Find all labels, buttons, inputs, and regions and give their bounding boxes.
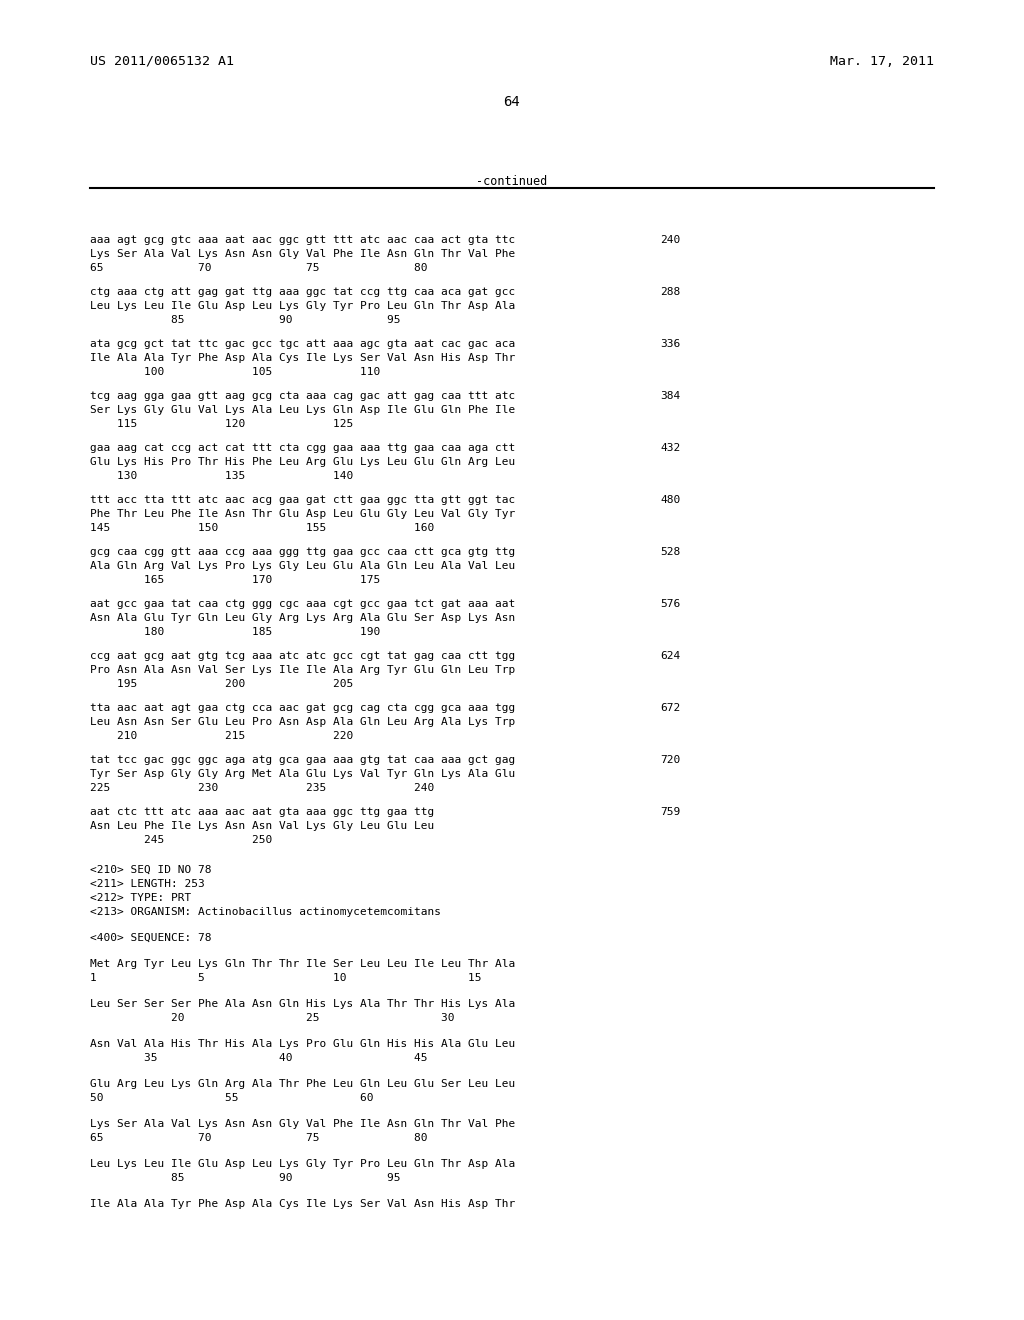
Text: Leu Lys Leu Ile Glu Asp Leu Lys Gly Tyr Pro Leu Gln Thr Asp Ala: Leu Lys Leu Ile Glu Asp Leu Lys Gly Tyr … <box>90 1159 515 1170</box>
Text: Met Arg Tyr Leu Lys Gln Thr Thr Ile Ser Leu Leu Ile Leu Thr Ala: Met Arg Tyr Leu Lys Gln Thr Thr Ile Ser … <box>90 960 515 969</box>
Text: 672: 672 <box>660 704 680 713</box>
Text: Leu Ser Ser Ser Phe Ala Asn Gln His Lys Ala Thr Thr His Lys Ala: Leu Ser Ser Ser Phe Ala Asn Gln His Lys … <box>90 999 515 1008</box>
Text: aat gcc gaa tat caa ctg ggg cgc aaa cgt gcc gaa tct gat aaa aat: aat gcc gaa tat caa ctg ggg cgc aaa cgt … <box>90 599 515 609</box>
Text: Pro Asn Ala Asn Val Ser Lys Ile Ile Ala Arg Tyr Glu Gln Leu Trp: Pro Asn Ala Asn Val Ser Lys Ile Ile Ala … <box>90 665 515 675</box>
Text: Asn Val Ala His Thr His Ala Lys Pro Glu Gln His His Ala Glu Leu: Asn Val Ala His Thr His Ala Lys Pro Glu … <box>90 1039 515 1049</box>
Text: aat ctc ttt atc aaa aac aat gta aaa ggc ttg gaa ttg: aat ctc ttt atc aaa aac aat gta aaa ggc … <box>90 807 434 817</box>
Text: <210> SEQ ID NO 78: <210> SEQ ID NO 78 <box>90 865 212 875</box>
Text: 180             185             190: 180 185 190 <box>90 627 380 638</box>
Text: Glu Lys His Pro Thr His Phe Leu Arg Glu Lys Leu Glu Gln Arg Leu: Glu Lys His Pro Thr His Phe Leu Arg Glu … <box>90 457 515 467</box>
Text: Leu Lys Leu Ile Glu Asp Leu Lys Gly Tyr Pro Leu Gln Thr Asp Ala: Leu Lys Leu Ile Glu Asp Leu Lys Gly Tyr … <box>90 301 515 312</box>
Text: 85              90              95: 85 90 95 <box>90 315 400 325</box>
Text: 384: 384 <box>660 391 680 401</box>
Text: 480: 480 <box>660 495 680 506</box>
Text: Phe Thr Leu Phe Ile Asn Thr Glu Asp Leu Glu Gly Leu Val Gly Tyr: Phe Thr Leu Phe Ile Asn Thr Glu Asp Leu … <box>90 510 515 519</box>
Text: 145             150             155             160: 145 150 155 160 <box>90 523 434 533</box>
Text: 336: 336 <box>660 339 680 348</box>
Text: 1               5                   10                  15: 1 5 10 15 <box>90 973 481 983</box>
Text: <213> ORGANISM: Actinobacillus actinomycetemcomitans: <213> ORGANISM: Actinobacillus actinomyc… <box>90 907 441 917</box>
Text: Ile Ala Ala Tyr Phe Asp Ala Cys Ile Lys Ser Val Asn His Asp Thr: Ile Ala Ala Tyr Phe Asp Ala Cys Ile Lys … <box>90 1199 515 1209</box>
Text: Ser Lys Gly Glu Val Lys Ala Leu Lys Gln Asp Ile Glu Gln Phe Ile: Ser Lys Gly Glu Val Lys Ala Leu Lys Gln … <box>90 405 515 414</box>
Text: 50                  55                  60: 50 55 60 <box>90 1093 374 1104</box>
Text: Ile Ala Ala Tyr Phe Asp Ala Cys Ile Lys Ser Val Asn His Asp Thr: Ile Ala Ala Tyr Phe Asp Ala Cys Ile Lys … <box>90 352 515 363</box>
Text: 195             200             205: 195 200 205 <box>90 678 353 689</box>
Text: Mar. 17, 2011: Mar. 17, 2011 <box>830 55 934 69</box>
Text: 720: 720 <box>660 755 680 766</box>
Text: <211> LENGTH: 253: <211> LENGTH: 253 <box>90 879 205 888</box>
Text: tat tcc gac ggc ggc aga atg gca gaa aaa gtg tat caa aaa gct gag: tat tcc gac ggc ggc aga atg gca gaa aaa … <box>90 755 515 766</box>
Text: 64: 64 <box>504 95 520 110</box>
Text: 624: 624 <box>660 651 680 661</box>
Text: Lys Ser Ala Val Lys Asn Asn Gly Val Phe Ile Asn Gln Thr Val Phe: Lys Ser Ala Val Lys Asn Asn Gly Val Phe … <box>90 249 515 259</box>
Text: 245             250: 245 250 <box>90 836 272 845</box>
Text: gaa aag cat ccg act cat ttt cta cgg gaa aaa ttg gaa caa aga ctt: gaa aag cat ccg act cat ttt cta cgg gaa … <box>90 444 515 453</box>
Text: 240: 240 <box>660 235 680 246</box>
Text: 432: 432 <box>660 444 680 453</box>
Text: ata gcg gct tat ttc gac gcc tgc att aaa agc gta aat cac gac aca: ata gcg gct tat ttc gac gcc tgc att aaa … <box>90 339 515 348</box>
Text: Ala Gln Arg Val Lys Pro Lys Gly Leu Glu Ala Gln Leu Ala Val Leu: Ala Gln Arg Val Lys Pro Lys Gly Leu Glu … <box>90 561 515 572</box>
Text: 115             120             125: 115 120 125 <box>90 418 353 429</box>
Text: Asn Leu Phe Ile Lys Asn Asn Val Lys Gly Leu Glu Leu: Asn Leu Phe Ile Lys Asn Asn Val Lys Gly … <box>90 821 434 832</box>
Text: US 2011/0065132 A1: US 2011/0065132 A1 <box>90 55 234 69</box>
Text: ccg aat gcg aat gtg tcg aaa atc atc gcc cgt tat gag caa ctt tgg: ccg aat gcg aat gtg tcg aaa atc atc gcc … <box>90 651 515 661</box>
Text: 210             215             220: 210 215 220 <box>90 731 353 741</box>
Text: 85              90              95: 85 90 95 <box>90 1173 400 1183</box>
Text: 35                  40                  45: 35 40 45 <box>90 1053 427 1063</box>
Text: 528: 528 <box>660 546 680 557</box>
Text: tta aac aat agt gaa ctg cca aac gat gcg cag cta cgg gca aaa tgg: tta aac aat agt gaa ctg cca aac gat gcg … <box>90 704 515 713</box>
Text: 288: 288 <box>660 286 680 297</box>
Text: 576: 576 <box>660 599 680 609</box>
Text: ctg aaa ctg att gag gat ttg aaa ggc tat ccg ttg caa aca gat gcc: ctg aaa ctg att gag gat ttg aaa ggc tat … <box>90 286 515 297</box>
Text: 130             135             140: 130 135 140 <box>90 471 353 480</box>
Text: 225             230             235             240: 225 230 235 240 <box>90 783 434 793</box>
Text: Tyr Ser Asp Gly Gly Arg Met Ala Glu Lys Val Tyr Gln Lys Ala Glu: Tyr Ser Asp Gly Gly Arg Met Ala Glu Lys … <box>90 770 515 779</box>
Text: 65              70              75              80: 65 70 75 80 <box>90 1133 427 1143</box>
Text: 100             105             110: 100 105 110 <box>90 367 380 378</box>
Text: 65              70              75              80: 65 70 75 80 <box>90 263 427 273</box>
Text: 20                  25                  30: 20 25 30 <box>90 1012 455 1023</box>
Text: tcg aag gga gaa gtt aag gcg cta aaa cag gac att gag caa ttt atc: tcg aag gga gaa gtt aag gcg cta aaa cag … <box>90 391 515 401</box>
Text: Leu Asn Asn Ser Glu Leu Pro Asn Asp Ala Gln Leu Arg Ala Lys Trp: Leu Asn Asn Ser Glu Leu Pro Asn Asp Ala … <box>90 717 515 727</box>
Text: <400> SEQUENCE: 78: <400> SEQUENCE: 78 <box>90 933 212 942</box>
Text: 759: 759 <box>660 807 680 817</box>
Text: gcg caa cgg gtt aaa ccg aaa ggg ttg gaa gcc caa ctt gca gtg ttg: gcg caa cgg gtt aaa ccg aaa ggg ttg gaa … <box>90 546 515 557</box>
Text: aaa agt gcg gtc aaa aat aac ggc gtt ttt atc aac caa act gta ttc: aaa agt gcg gtc aaa aat aac ggc gtt ttt … <box>90 235 515 246</box>
Text: <212> TYPE: PRT: <212> TYPE: PRT <box>90 894 191 903</box>
Text: 165             170             175: 165 170 175 <box>90 576 380 585</box>
Text: Glu Arg Leu Lys Gln Arg Ala Thr Phe Leu Gln Leu Glu Ser Leu Leu: Glu Arg Leu Lys Gln Arg Ala Thr Phe Leu … <box>90 1078 515 1089</box>
Text: Lys Ser Ala Val Lys Asn Asn Gly Val Phe Ile Asn Gln Thr Val Phe: Lys Ser Ala Val Lys Asn Asn Gly Val Phe … <box>90 1119 515 1129</box>
Text: Asn Ala Glu Tyr Gln Leu Gly Arg Lys Arg Ala Glu Ser Asp Lys Asn: Asn Ala Glu Tyr Gln Leu Gly Arg Lys Arg … <box>90 612 515 623</box>
Text: ttt acc tta ttt atc aac acg gaa gat ctt gaa ggc tta gtt ggt tac: ttt acc tta ttt atc aac acg gaa gat ctt … <box>90 495 515 506</box>
Text: -continued: -continued <box>476 176 548 187</box>
